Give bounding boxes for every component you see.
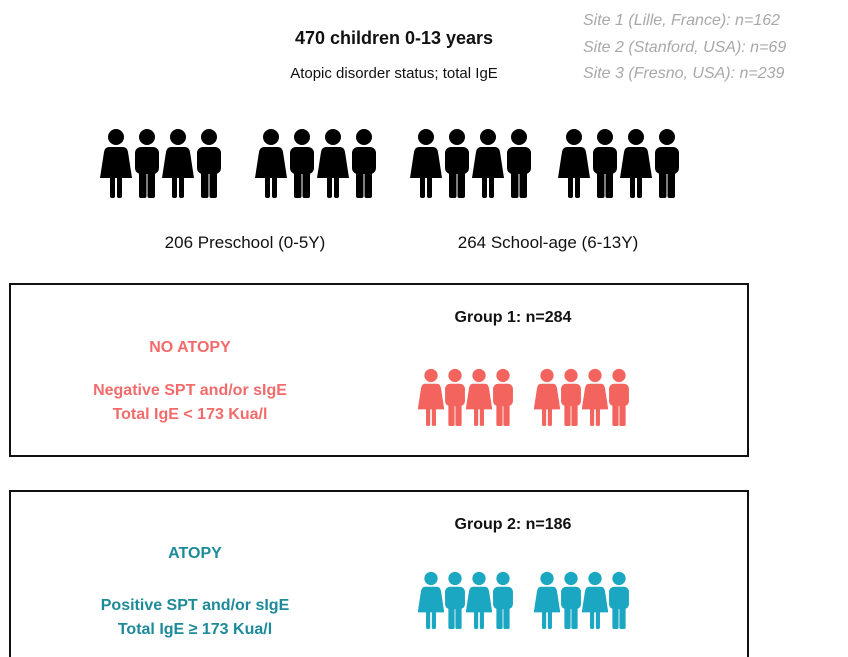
criteria: Total IgE ≥ 173 Kua/l (118, 621, 272, 638)
criteria: Total IgE < 173 Kua/l (113, 406, 268, 423)
child-icon (197, 129, 221, 198)
title: 470 children 0-13 years (295, 28, 493, 48)
group-label: ATOPY (168, 545, 222, 562)
child-icon (493, 571, 513, 629)
age-group-label: 206 Preschool (0-5Y) (165, 233, 326, 252)
child-icon (410, 129, 442, 198)
child-icon (534, 571, 560, 629)
child-icon (558, 129, 590, 198)
child-icon (466, 368, 492, 426)
child-icon (493, 368, 513, 426)
site: Site 1 (Lille, France): n=162 (583, 12, 780, 29)
site: Site 2 (Stanford, USA): n=69 (583, 39, 786, 56)
children-icon-group (418, 571, 513, 629)
child-icon (445, 129, 469, 198)
child-icon (507, 129, 531, 198)
child-icon (582, 368, 608, 426)
child-icon (534, 368, 560, 426)
child-icon (620, 129, 652, 198)
child-icon (609, 368, 629, 426)
child-icon (472, 129, 504, 198)
age-group-label: 264 School-age (6-13Y) (458, 233, 639, 252)
children-icon-group (100, 129, 221, 198)
child-icon (100, 129, 132, 198)
child-icon (352, 129, 376, 198)
child-icon (135, 129, 159, 198)
group-box (9, 283, 749, 457)
children-icon-group (255, 129, 376, 198)
children-icon-group (534, 368, 629, 426)
child-icon (561, 571, 581, 629)
child-icon (655, 129, 679, 198)
child-icon (290, 129, 314, 198)
child-icon (317, 129, 349, 198)
children-icon-group (534, 571, 629, 629)
child-icon (593, 129, 617, 198)
child-icon (445, 571, 465, 629)
group-title: Group 2: n=186 (455, 516, 572, 533)
group-label: NO ATOPY (149, 339, 231, 356)
children-icon-group (558, 129, 679, 198)
group-title: Group 1: n=284 (455, 309, 572, 326)
child-icon (445, 368, 465, 426)
group-box (9, 490, 749, 657)
children-icon-group (418, 368, 513, 426)
child-icon (466, 571, 492, 629)
child-icon (582, 571, 608, 629)
criteria: Positive SPT and/or sIgE (101, 597, 290, 614)
child-icon (561, 368, 581, 426)
criteria: Negative SPT and/or sIgE (93, 382, 287, 399)
subtitle: Atopic disorder status; total IgE (290, 65, 498, 82)
child-icon (609, 571, 629, 629)
child-icon (418, 571, 444, 629)
site: Site 3 (Fresno, USA): n=239 (583, 65, 785, 82)
child-icon (162, 129, 194, 198)
children-icon-group (410, 129, 531, 198)
child-icon (418, 368, 444, 426)
child-icon (255, 129, 287, 198)
